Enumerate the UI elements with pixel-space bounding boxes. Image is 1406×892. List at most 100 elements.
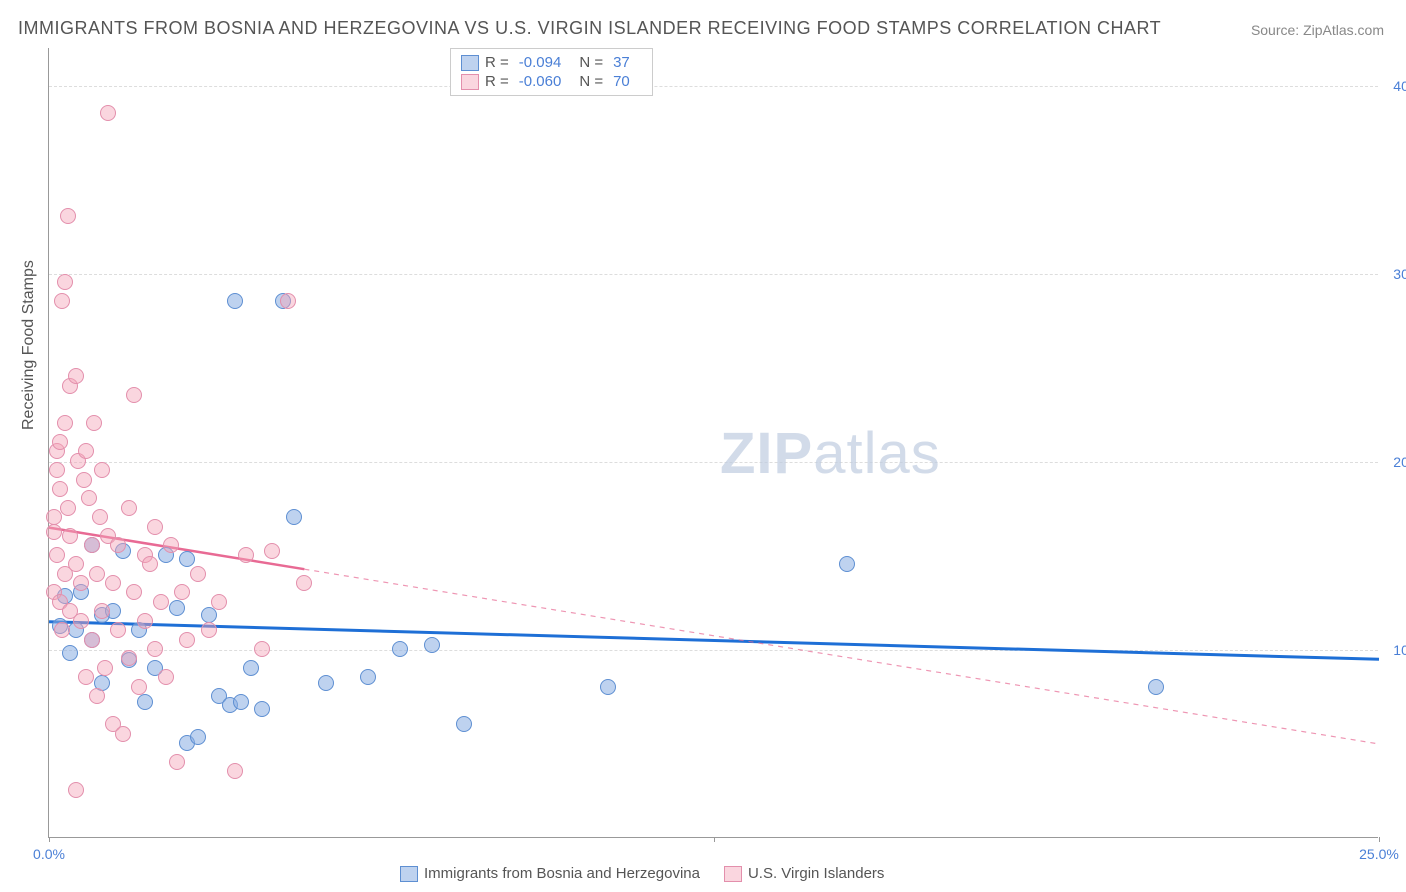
swatch-blue-icon <box>400 866 418 882</box>
data-point <box>169 600 185 616</box>
trend-lines-layer <box>49 48 1379 838</box>
data-point <box>153 594 169 610</box>
series-legend: Immigrants from Bosnia and Herzegovina U… <box>400 865 884 882</box>
x-tick-label: 0.0% <box>33 846 65 862</box>
y-tick-label: 20.0% <box>1393 454 1406 470</box>
data-point <box>57 415 73 431</box>
data-point <box>68 782 84 798</box>
swatch-pink-icon <box>724 866 742 882</box>
y-tick-label: 40.0% <box>1393 78 1406 94</box>
data-point <box>76 472 92 488</box>
data-point <box>97 660 113 676</box>
data-point <box>110 622 126 638</box>
data-point <box>147 641 163 657</box>
legend-item-pink: U.S. Virgin Islanders <box>724 865 884 882</box>
stats-legend: R = -0.094 N = 37 R = -0.060 N = 70 <box>450 48 653 96</box>
data-point <box>137 613 153 629</box>
data-point <box>839 556 855 572</box>
data-point <box>86 415 102 431</box>
data-point <box>227 763 243 779</box>
data-point <box>52 481 68 497</box>
data-point <box>147 519 163 535</box>
chart-plot-area: 10.0%20.0%30.0%40.0%0.0%25.0% <box>48 48 1378 838</box>
legend-label-pink: U.S. Virgin Islanders <box>748 865 884 882</box>
swatch-pink-icon <box>461 74 479 90</box>
data-point <box>174 584 190 600</box>
data-point <box>89 566 105 582</box>
data-point <box>264 543 280 559</box>
data-point <box>121 500 137 516</box>
legend-item-blue: Immigrants from Bosnia and Herzegovina <box>400 865 700 882</box>
source-label: Source: ZipAtlas.com <box>1251 22 1384 38</box>
data-point <box>68 368 84 384</box>
data-point <box>121 650 137 666</box>
r-value-blue: -0.094 <box>519 54 562 71</box>
r-label: R = <box>485 54 509 71</box>
data-point <box>49 462 65 478</box>
data-point <box>296 575 312 591</box>
y-tick-label: 30.0% <box>1393 266 1406 282</box>
data-point <box>163 537 179 553</box>
data-point <box>126 584 142 600</box>
data-point <box>131 679 147 695</box>
data-point <box>110 537 126 553</box>
chart-title: IMMIGRANTS FROM BOSNIA AND HERZEGOVINA V… <box>18 18 1161 39</box>
data-point <box>115 726 131 742</box>
data-point <box>105 575 121 591</box>
data-point <box>62 645 78 661</box>
data-point <box>254 641 270 657</box>
data-point <box>62 528 78 544</box>
data-point <box>201 607 217 623</box>
data-point <box>49 547 65 563</box>
n-value-blue: 37 <box>613 54 630 71</box>
data-point <box>254 701 270 717</box>
data-point <box>424 637 440 653</box>
data-point <box>94 603 110 619</box>
data-point <box>318 675 334 691</box>
data-point <box>46 524 62 540</box>
r-value-pink: -0.060 <box>519 73 562 90</box>
data-point <box>94 462 110 478</box>
data-point <box>211 594 227 610</box>
data-point <box>137 694 153 710</box>
data-point <box>360 669 376 685</box>
data-point <box>52 434 68 450</box>
data-point <box>456 716 472 732</box>
data-point <box>84 632 100 648</box>
data-point <box>158 669 174 685</box>
data-point <box>201 622 217 638</box>
data-point <box>100 105 116 121</box>
stats-row-blue: R = -0.094 N = 37 <box>461 53 642 72</box>
data-point <box>190 566 206 582</box>
data-point <box>81 490 97 506</box>
trend-line <box>49 622 1379 660</box>
data-point <box>68 556 84 572</box>
data-point <box>73 613 89 629</box>
data-point <box>60 500 76 516</box>
n-value-pink: 70 <box>613 73 630 90</box>
data-point <box>84 537 100 553</box>
data-point <box>89 688 105 704</box>
legend-label-blue: Immigrants from Bosnia and Herzegovina <box>424 865 700 882</box>
data-point <box>57 274 73 290</box>
data-point <box>73 575 89 591</box>
x-tick-mark <box>1379 837 1380 842</box>
data-point <box>60 208 76 224</box>
data-point <box>1148 679 1164 695</box>
data-point <box>179 632 195 648</box>
n-label: N = <box>579 54 603 71</box>
data-point <box>78 669 94 685</box>
y-tick-label: 10.0% <box>1393 642 1406 658</box>
data-point <box>78 443 94 459</box>
data-point <box>179 551 195 567</box>
data-point <box>169 754 185 770</box>
data-point <box>233 694 249 710</box>
data-point <box>227 293 243 309</box>
data-point <box>54 293 70 309</box>
data-point <box>190 729 206 745</box>
data-point <box>142 556 158 572</box>
data-point <box>600 679 616 695</box>
data-point <box>286 509 302 525</box>
data-point <box>126 387 142 403</box>
data-point <box>54 622 70 638</box>
